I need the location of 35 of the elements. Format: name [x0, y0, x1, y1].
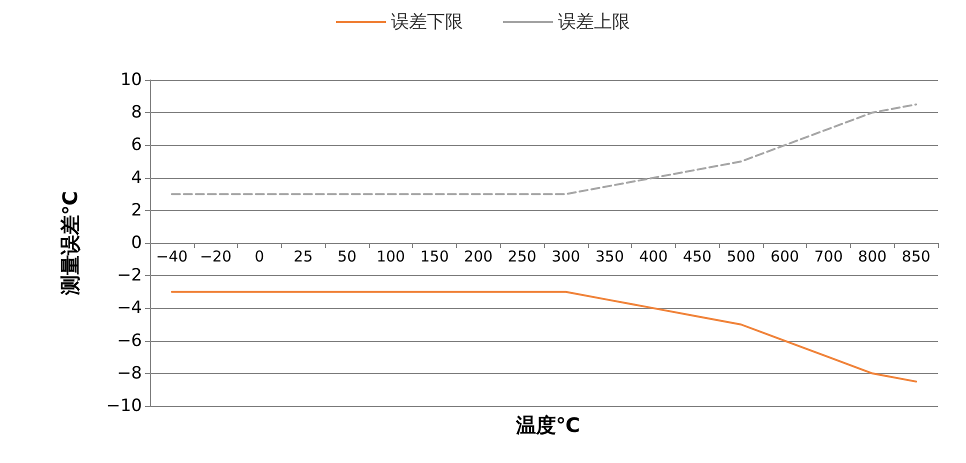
y-tick-label: 6: [131, 135, 142, 156]
x-tick-label: 600: [770, 248, 800, 266]
y-tick-label: 2: [131, 200, 142, 220]
x-tick-label: 350: [595, 248, 624, 266]
x-tick-label: 700: [814, 248, 843, 266]
y-tick-label: −2: [116, 266, 142, 286]
x-tick-label: 800: [858, 248, 887, 266]
x-tick-label: 100: [376, 248, 406, 266]
line-series: [170, 103, 918, 196]
y-tick-label: −10: [106, 396, 142, 416]
x-tick-label: 50: [337, 248, 357, 266]
x-tick-label: 500: [726, 248, 756, 266]
x-tick-label: 450: [682, 248, 712, 266]
y-tick-label: −4: [116, 298, 142, 318]
x-tick-label: −20: [200, 248, 232, 266]
x-tick-label: 0: [254, 248, 264, 266]
y-tick-label: −8: [116, 363, 142, 384]
x-tick-label: 300: [552, 248, 580, 266]
line-series: [170, 290, 918, 383]
legend-label: 误差下限: [391, 12, 463, 32]
x-tick-label: −40: [156, 248, 188, 266]
x-tick-label: 150: [420, 248, 449, 266]
x-axis-title: 温度℃: [514, 413, 580, 437]
y-tick-label: 8: [131, 102, 142, 123]
y-tick-label: 0: [131, 233, 142, 253]
y-tick-label: −6: [116, 330, 142, 351]
x-tick-label: 400: [639, 248, 668, 266]
x-tick-label: 200: [464, 248, 493, 266]
y-axis-title: 测量误差℃: [58, 190, 82, 296]
x-tick-label: 850: [902, 248, 930, 266]
y-tick-label: 10: [120, 70, 142, 90]
y-tick-label: 4: [131, 168, 142, 188]
x-tick-label: 250: [508, 248, 536, 266]
legend-label: 误差上限: [558, 12, 630, 32]
x-tick-label: 25: [294, 248, 313, 266]
